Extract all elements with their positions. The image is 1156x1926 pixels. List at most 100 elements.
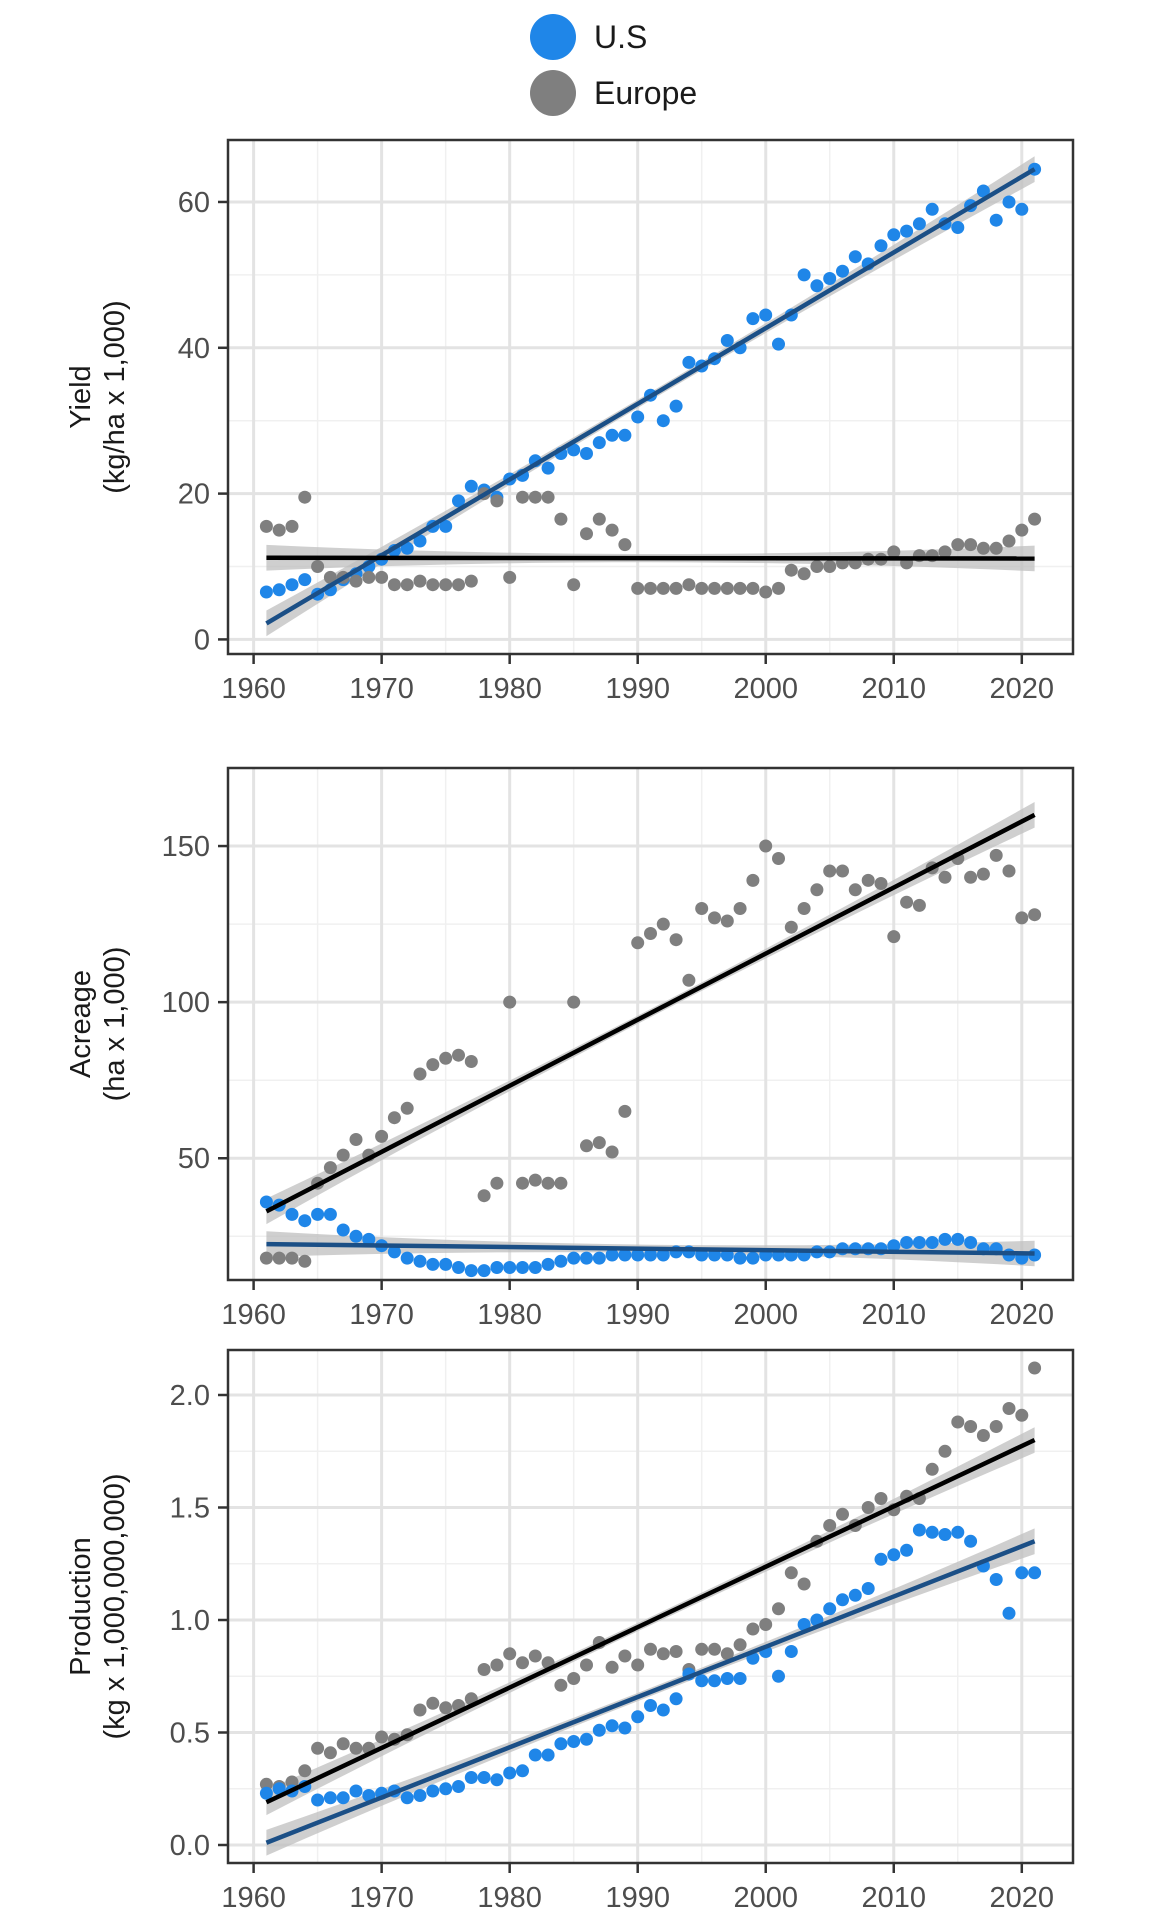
data-point-europe <box>605 1145 619 1159</box>
data-point-u-s <box>259 1195 273 1209</box>
data-point-u-s <box>259 1786 273 1800</box>
x-tick-label: 2000 <box>733 1882 798 1914</box>
data-point-europe <box>823 560 837 573</box>
data-point-europe <box>644 927 657 940</box>
data-point-u-s <box>477 1771 491 1784</box>
data-point-europe <box>644 1642 657 1656</box>
data-point-u-s <box>989 1573 1003 1586</box>
data-point-europe <box>618 538 632 552</box>
data-point-u-s <box>656 1248 670 1262</box>
data-point-europe <box>336 1148 350 1162</box>
data-point-u-s <box>874 1552 888 1566</box>
data-point-u-s <box>720 1672 734 1685</box>
data-point-u-s <box>644 1699 657 1712</box>
data-point-u-s <box>439 519 453 533</box>
data-point-europe <box>823 1519 837 1532</box>
data-point-europe <box>605 1660 619 1674</box>
data-point-u-s <box>567 1251 581 1265</box>
data-point-europe <box>976 541 990 555</box>
x-tick-label: 2020 <box>990 1299 1055 1331</box>
data-point-u-s <box>733 1251 747 1265</box>
data-point-europe <box>592 512 606 526</box>
data-point-u-s <box>503 1261 517 1274</box>
data-point-europe <box>439 1701 453 1715</box>
data-point-europe <box>695 1642 709 1656</box>
x-tick-label: 2010 <box>861 1882 926 1914</box>
data-point-europe <box>733 902 747 915</box>
data-point-europe <box>528 1649 542 1663</box>
data-point-u-s <box>1015 1566 1029 1580</box>
data-point-europe <box>797 902 811 915</box>
data-point-u-s <box>516 1764 529 1778</box>
data-point-europe <box>720 581 734 595</box>
y-axis-unit: (kg/ha x 1,000) <box>99 300 131 493</box>
data-point-u-s <box>464 479 478 493</box>
data-point-europe <box>285 1775 299 1789</box>
data-point-u-s <box>772 337 785 351</box>
data-point-u-s <box>336 1223 350 1237</box>
data-point-europe <box>964 870 978 884</box>
data-point-u-s <box>746 1251 760 1265</box>
data-point-europe <box>720 1647 734 1661</box>
data-point-europe <box>477 1663 491 1676</box>
data-point-u-s <box>848 1588 862 1602</box>
data-point-u-s <box>631 410 645 424</box>
trend-line-u-s <box>265 167 1036 626</box>
data-point-europe <box>285 519 299 533</box>
data-point-u-s <box>554 1254 568 1268</box>
x-tick-label: 2020 <box>990 1882 1055 1914</box>
data-point-europe <box>503 1647 517 1661</box>
x-tick-label: 1980 <box>477 673 542 705</box>
data-point-europe <box>387 578 401 592</box>
data-point-europe <box>554 1176 568 1190</box>
data-point-u-s <box>298 1214 312 1228</box>
data-point-europe <box>580 527 593 541</box>
data-point-u-s <box>797 1618 811 1631</box>
data-point-europe <box>554 1678 568 1692</box>
data-point-europe <box>887 930 901 944</box>
trend-line-europe <box>265 1437 1036 1805</box>
data-point-europe <box>426 1058 440 1072</box>
data-point-u-s <box>720 334 734 347</box>
data-point-u-s <box>656 1703 670 1717</box>
data-point-europe <box>1028 512 1042 526</box>
data-point-europe <box>554 512 568 526</box>
data-point-u-s <box>644 1248 657 1262</box>
data-point-u-s <box>439 1257 453 1271</box>
data-point-europe <box>823 864 837 878</box>
data-point-europe <box>836 864 849 878</box>
data-point-europe <box>682 578 696 592</box>
data-point-u-s <box>669 1692 683 1706</box>
data-point-europe <box>426 578 440 592</box>
data-point-u-s <box>848 250 862 264</box>
data-point-europe <box>516 490 529 504</box>
data-point-europe <box>695 902 709 915</box>
data-point-europe <box>989 848 1003 862</box>
data-point-europe <box>298 1254 312 1268</box>
data-point-europe <box>656 917 670 931</box>
data-point-europe <box>1015 1408 1029 1422</box>
data-point-u-s <box>541 1748 555 1762</box>
data-point-u-s <box>900 1543 914 1557</box>
data-point-europe <box>759 585 773 599</box>
data-point-europe <box>874 877 888 890</box>
data-point-europe <box>682 973 696 987</box>
data-point-europe <box>631 1658 645 1672</box>
chart-panel-2: 1960 1970 1980 1990 2000 2010 2020 50 100 150 Acre… <box>65 766 1075 1331</box>
data-point-u-s <box>925 1236 939 1249</box>
plot-border <box>226 1348 1075 1865</box>
data-point-europe <box>298 1764 312 1778</box>
data-point-europe <box>400 578 414 592</box>
data-point-europe <box>938 545 952 559</box>
data-point-u-s <box>951 221 965 234</box>
legend-swatch-europe <box>530 70 576 116</box>
data-point-europe <box>759 1618 773 1631</box>
data-point-u-s <box>605 1248 619 1262</box>
data-point-europe <box>375 1730 389 1744</box>
data-point-europe <box>375 570 389 584</box>
data-point-u-s <box>362 1232 376 1246</box>
data-point-europe <box>323 1746 337 1760</box>
data-point-europe <box>375 1129 389 1143</box>
data-point-u-s <box>592 1723 606 1737</box>
